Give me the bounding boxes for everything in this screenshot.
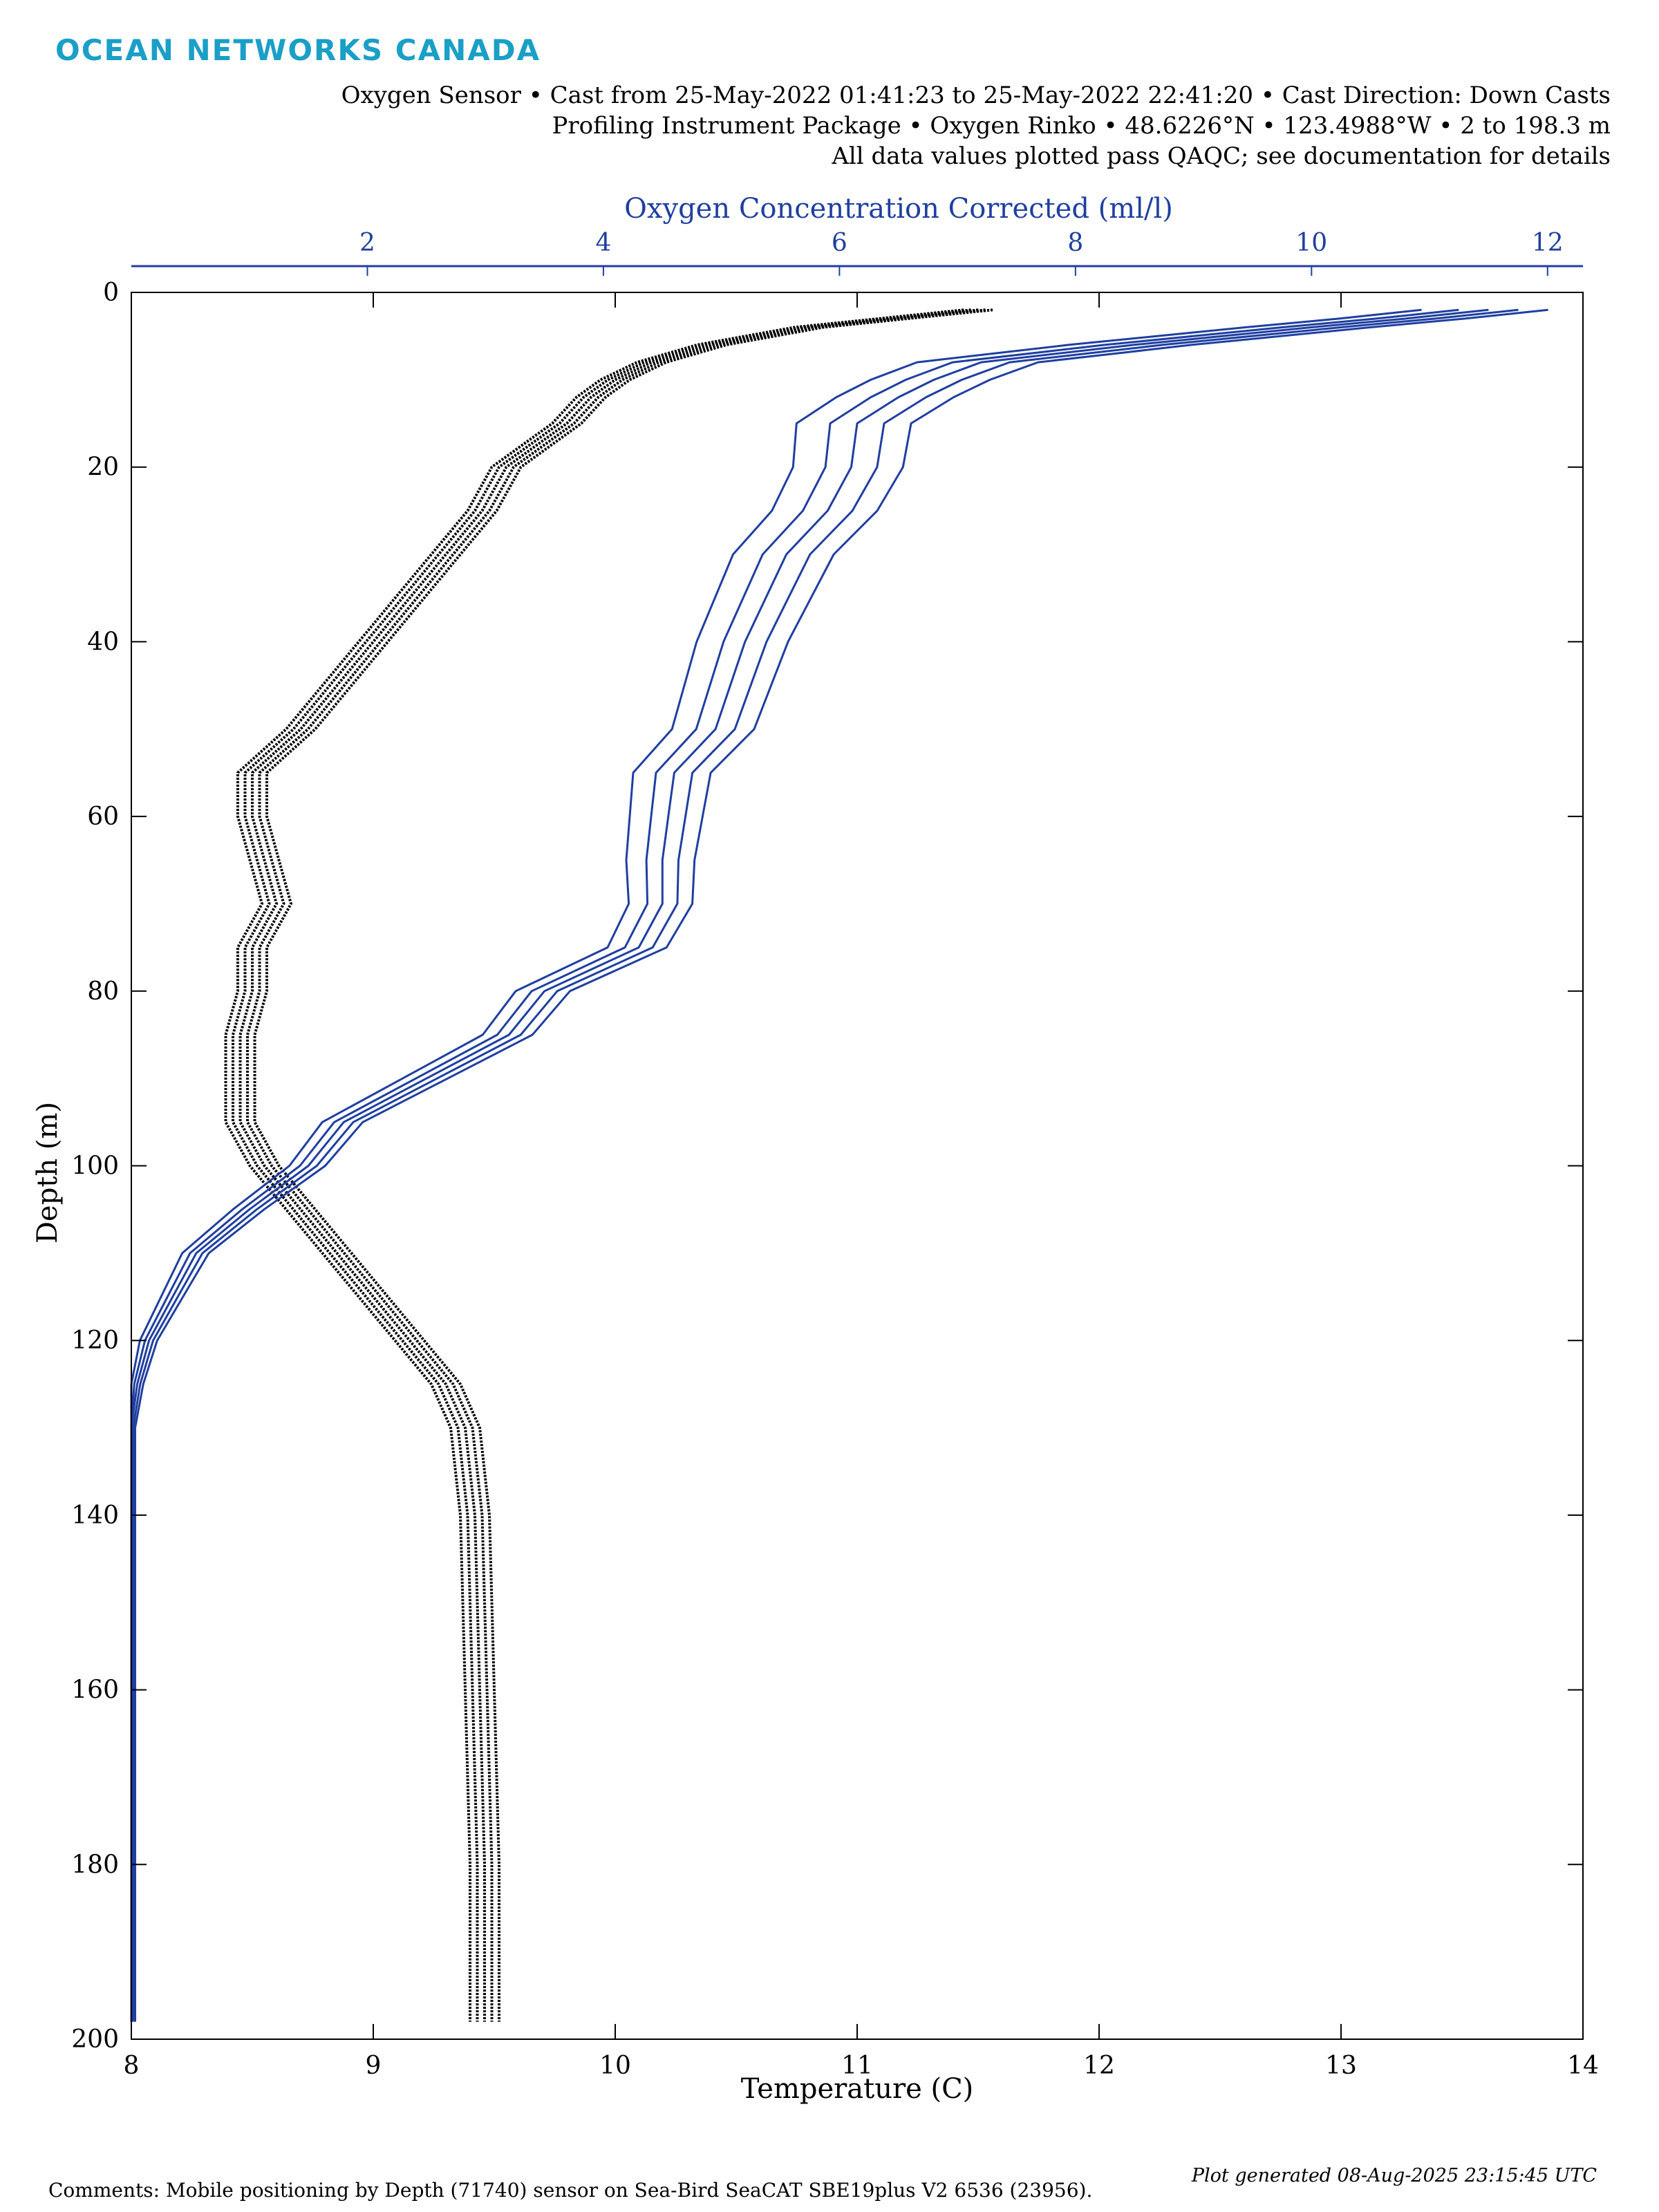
x-tick-label: 9 bbox=[366, 2052, 382, 2080]
temperature-cast-line bbox=[238, 308, 979, 2022]
tick-layer: 8 9 10 11 12 13 140204060801001201401601802002… bbox=[71, 229, 1599, 2080]
top-axis-tick-label: 10 bbox=[1295, 229, 1327, 257]
oxygen-cast-line bbox=[130, 308, 1459, 2022]
y-tick-label: 180 bbox=[71, 1850, 119, 1879]
y-tick-label: 0 bbox=[103, 279, 119, 307]
series-layer bbox=[130, 308, 1548, 2022]
y-tick-label: 80 bbox=[87, 977, 119, 1006]
ocean-networks-canada-logo: OCEAN NETWORKS CANADA bbox=[55, 33, 541, 67]
y-tick-label: 60 bbox=[87, 803, 119, 831]
x-tick-label: 8 bbox=[124, 2052, 140, 2080]
temperature-cast-line bbox=[253, 308, 993, 2022]
comments-text: Comments: Mobile positioning by Depth (7… bbox=[48, 2179, 1093, 2202]
y-tick-label: 100 bbox=[71, 1152, 119, 1181]
x-tick-label: 14 bbox=[1567, 2052, 1599, 2080]
temperature-cast-line bbox=[224, 308, 964, 2022]
oxygen-cast-line bbox=[134, 308, 1548, 2022]
oxygen-cast-line bbox=[130, 308, 1422, 2022]
y-tick-label: 120 bbox=[71, 1327, 119, 1355]
y-tick-label: 40 bbox=[87, 628, 119, 656]
y-tick-label: 200 bbox=[71, 2025, 119, 2054]
plot-generated-timestamp: Plot generated 08-Aug-2025 23:15:45 UTC bbox=[1191, 2165, 1597, 2186]
oxygen-cast-line bbox=[130, 308, 1489, 2022]
x-tick-label: 10 bbox=[599, 2052, 631, 2080]
top-axis-tick-label: 4 bbox=[595, 229, 611, 257]
top-axis-tick-label: 2 bbox=[359, 229, 375, 257]
x-tick-label: 12 bbox=[1083, 2052, 1115, 2080]
temperature-cast-line bbox=[246, 308, 986, 2022]
top-axis-tick-label: 6 bbox=[832, 229, 847, 257]
oxygen-cast-line bbox=[132, 308, 1519, 2022]
top-axis-tick-label: 12 bbox=[1532, 229, 1564, 257]
temperature-cast-line bbox=[232, 308, 971, 2022]
top-axis-label: Oxygen Concentration Corrected (ml/l) bbox=[624, 193, 1173, 225]
x-tick-label: 13 bbox=[1325, 2052, 1357, 2080]
top-axis-tick-label: 8 bbox=[1067, 229, 1083, 257]
plot-header-line-3: All data values plotted pass QAQC; see d… bbox=[832, 142, 1611, 170]
plot-header-line-2: Profiling Instrument Package • Oxygen Ri… bbox=[552, 112, 1611, 140]
y-axis-label: Depth (m) bbox=[32, 1102, 64, 1244]
y-tick-label: 20 bbox=[87, 453, 119, 482]
x-tick-label: 11 bbox=[841, 2052, 873, 2080]
x-axis-label: Temperature (C) bbox=[741, 2073, 974, 2105]
y-tick-label: 140 bbox=[71, 1501, 119, 1530]
plot-frame bbox=[131, 292, 1584, 2040]
plot-header-line-1: Oxygen Sensor • Cast from 25-May-2022 01… bbox=[341, 82, 1611, 109]
y-tick-label: 160 bbox=[71, 1676, 119, 1705]
